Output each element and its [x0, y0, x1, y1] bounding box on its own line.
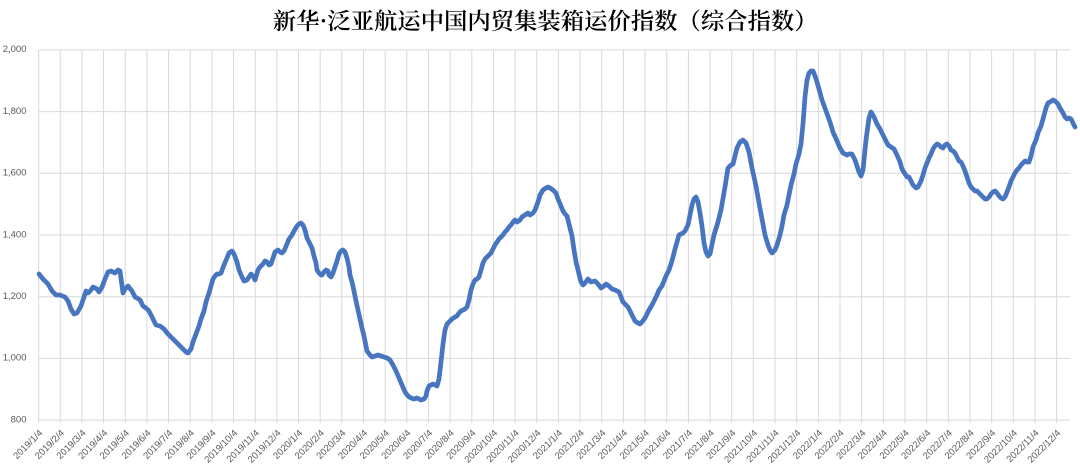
svg-text:1,600: 1,600	[3, 168, 27, 179]
svg-text:1,800: 1,800	[3, 106, 27, 117]
svg-text:1,200: 1,200	[3, 291, 27, 302]
svg-text:800: 800	[11, 414, 27, 425]
svg-text:1,000: 1,000	[3, 353, 27, 364]
svg-text:2,000: 2,000	[3, 44, 27, 55]
svg-text:1,400: 1,400	[3, 229, 27, 240]
